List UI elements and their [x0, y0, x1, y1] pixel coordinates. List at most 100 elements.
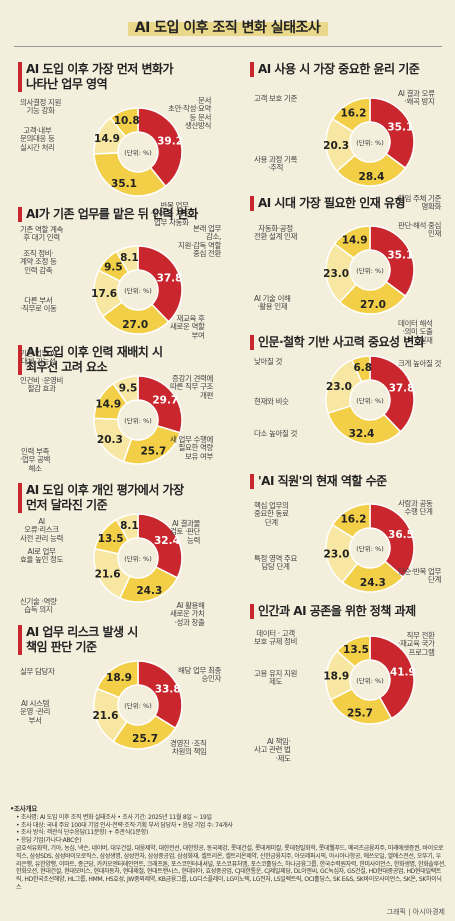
slice-value-label: 37.8	[157, 272, 183, 284]
category-label: 현재와 비슷	[254, 397, 289, 406]
chart-title-line: 최우선 고려 요소	[26, 360, 108, 374]
slice-value-label: 35.1	[111, 178, 137, 190]
slice-value-label: 39.2	[157, 136, 183, 148]
category-label: 증강기 견력에 따른 직무 구조 개편	[170, 374, 213, 400]
slice-value-label: 6.8	[353, 362, 372, 374]
donut-slice	[112, 375, 139, 405]
unit-label: (단위: %)	[356, 138, 383, 147]
category-label: 낮아질 것	[254, 357, 282, 366]
chart-title: 'AI 직원'의 현재 역할 수준	[250, 474, 387, 489]
category-label: AI 시스템 운영 ·관리 부서	[20, 699, 50, 725]
donut-slice	[137, 245, 183, 323]
category-label: 다소 높아질 것	[254, 429, 297, 438]
category-label: 본래 업무 감소, 지원·감독 역할 중심 전환	[178, 224, 221, 259]
category-label: AI로 업무 효율 높인 정도	[20, 547, 63, 565]
donut-slice	[137, 513, 183, 579]
category-label: 의사결정 지원 기능 강화	[20, 98, 61, 116]
donut-chart: 36.5 24.3 23.0 16.2 (단위: %)	[324, 503, 415, 593]
category-label: 판단·해석 중심 인재	[398, 221, 441, 239]
chart-title: AI 도입 이후 인력 재배치 시 최우선 고려 요소	[18, 345, 163, 375]
category-label: 신기술 ·역량 습득 의지	[20, 597, 57, 615]
category-label: 고객 보호 기준	[254, 94, 297, 103]
chart-title-line: AI 도입 이후 인력 재배치 시	[26, 345, 163, 359]
survey-notes: •조사개요 • 조사명: AI 도입 이후 조직 변화 실태조사 • 조사 기간…	[10, 805, 446, 892]
category-label: AI 결과 오류 ·왜곡 방지	[398, 89, 435, 107]
category-label: 인건비 ·운영비 절감 효과	[20, 376, 63, 394]
donut-slice	[333, 225, 371, 260]
category-label: 크게 높아질 것	[398, 359, 441, 368]
notes-header: •조사개요	[10, 805, 37, 813]
slice-value-label: 21.6	[95, 568, 121, 580]
chart-title: AI가 기존 업무를 맡은 뒤 인력 변화	[18, 207, 198, 222]
donut-slice	[137, 660, 183, 730]
slice-value-label: 23.0	[324, 268, 349, 280]
slice-value-label: 27.0	[122, 319, 148, 331]
unit-label: (단위: %)	[356, 266, 383, 275]
donut-slice	[350, 355, 371, 383]
category-label: 실무 담당자	[20, 667, 55, 676]
donut-chart: 39.2 35.1 14.9 10.8 (단위: %)	[93, 107, 183, 197]
unit-label: (단위: %)	[356, 396, 383, 405]
slice-value-label: 13.5	[343, 644, 369, 656]
category-label: 기존 역할 계속 후 대기 인력	[20, 225, 63, 243]
title-divider	[14, 46, 442, 47]
chart-title-line: AI 도입 이후 가장 먼저 변화가	[26, 62, 174, 76]
chart-title-line: AI 도입 이후 개인 평가에서 가장	[26, 483, 184, 497]
chart-title-line: AI 사용 시 가장 중요한 윤리 기준	[258, 62, 420, 76]
slice-value-label: 41.9	[390, 666, 416, 678]
chart-title-line: AI 시대 가장 필요한 인재 유형	[258, 196, 406, 210]
category-label: 고객·내부 문의대응 등 실시간 처리	[20, 126, 55, 152]
unit-label: (단위: %)	[124, 701, 151, 710]
slice-value-label: 33.8	[155, 683, 181, 695]
slice-value-label: 25.7	[140, 445, 166, 457]
donut-slice	[93, 152, 167, 197]
chart-title-line: 'AI 직원'의 현재 역할 수준	[258, 474, 387, 488]
donut-slice	[369, 225, 415, 298]
slice-value-label: 25.7	[347, 707, 373, 719]
slice-value-label: 23.0	[326, 381, 352, 393]
slice-value-label: 9.5	[119, 383, 138, 395]
slice-value-label: 9.5	[104, 261, 123, 273]
category-label: 조직 정비· 계약 조정 등 인력 감축	[20, 249, 57, 275]
donut-chart: 41.9 25.7 18.9 13.5 (단위: %)	[324, 635, 416, 725]
category-label: 책임 주체 기준 명확화	[398, 194, 441, 212]
unit-label: (단위: %)	[124, 416, 151, 425]
category-label: AI 책임· 사고 관련 법 ·제도	[254, 737, 291, 763]
category-label: 고용 유지 지원 제도	[254, 669, 297, 687]
category-label: 인력 부족 ·업무 공백 해소	[20, 447, 50, 473]
category-label: 사용 과정 기록 ·추적	[254, 155, 297, 173]
slice-value-label: 24.3	[360, 577, 386, 589]
donut-slice	[335, 152, 407, 187]
chart-title-line: 인문·철학 기반 사고력 중요성 변화	[258, 335, 425, 349]
slice-value-label: 28.4	[359, 171, 385, 183]
category-label: 재교육 후 새로운 역할 부여	[170, 314, 205, 340]
slice-value-label: 32.4	[154, 535, 180, 547]
category-label: 데이터 · 고객 보호 규제 정비	[254, 629, 297, 647]
slice-value-label: 18.9	[324, 671, 349, 683]
notes-companies: 금호석유화학, 기아, 농심, 넥슨, 네이버, 대우건설, 대웅제약, 대한전…	[16, 844, 446, 891]
category-label: 데이터 해석 ·의미 도출 인재	[398, 319, 433, 345]
chart-title: 인간과 AI 공존을 위한 정책 과제	[250, 604, 416, 619]
page-title: AI 도입 이후 조직 변화 실태조사	[134, 20, 321, 36]
donut-slice	[335, 635, 371, 668]
category-label: AI 활용해 새로운 가치 ·성과 창출	[170, 601, 205, 627]
slice-value-label: 17.6	[92, 288, 117, 300]
notes-item: • 조사명: AI 도입 이후 조직 변화 실태조사 • 조사 기간: 2025…	[16, 813, 212, 821]
donut-chart: 35.1 27.0 23.0 14.9 (단위: %)	[324, 225, 415, 315]
slice-value-label: 14.9	[342, 235, 368, 247]
donut-slice	[331, 97, 371, 133]
slice-value-label: 13.5	[98, 533, 124, 545]
slice-value-label: 20.3	[324, 140, 349, 152]
donut-slice	[369, 503, 415, 579]
slice-value-label: 24.3	[136, 585, 162, 597]
slice-value-label: 29.7	[152, 395, 178, 407]
slice-value-label: 16.2	[340, 513, 366, 525]
slice-value-label: 36.5	[388, 529, 414, 541]
donut-chart: 29.7 25.7 20.3 14.9 9.5 (단위: %)	[93, 375, 183, 465]
slice-value-label: 25.7	[132, 733, 158, 745]
notes-item: • 조사 방식: 객관식 단수응답(11문항) + 주관식(1문항)	[16, 829, 149, 837]
slice-value-label: 10.8	[114, 115, 140, 127]
slice-value-label: 23.0	[324, 549, 349, 561]
chart-title: AI 사용 시 가장 중요한 윤리 기준	[250, 62, 420, 77]
category-label: 문서 초안·작성·요약 등 문서 생산방식	[168, 96, 211, 131]
